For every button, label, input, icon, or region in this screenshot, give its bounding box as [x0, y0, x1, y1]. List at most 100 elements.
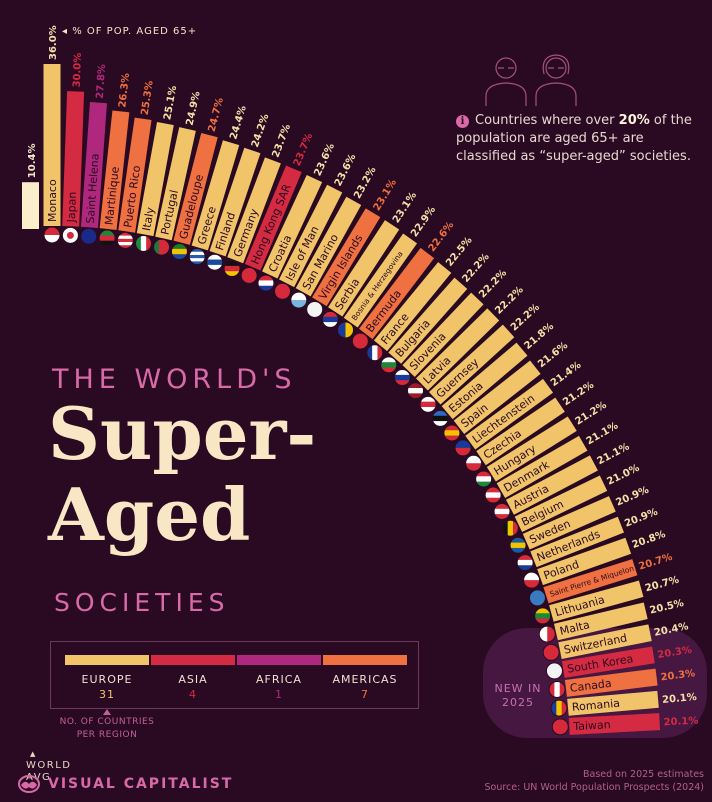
bar-value-label: 20.8% — [631, 529, 667, 551]
bar-rect — [505, 455, 598, 515]
bar-value-label: 20.7% — [644, 575, 680, 595]
brand-name: VISUAL CAPITALIST — [48, 776, 234, 792]
bar-italy: Italy 25.1% — [136, 85, 179, 237]
title-line1: THE WORLD'S — [52, 364, 297, 395]
bar-rect — [453, 360, 541, 435]
bar-rect — [553, 602, 648, 641]
bar-country-label: Canada — [569, 677, 612, 695]
elderly-couple-icon — [485, 54, 577, 106]
bar-value-label: 22.2% — [461, 252, 492, 285]
flag-estonia-icon — [431, 409, 449, 427]
bar-taiwan: Taiwan 20.1% — [568, 713, 699, 735]
flag-bermuda-icon — [351, 332, 369, 350]
bar-value-label: 21.2% — [561, 380, 596, 409]
axis-note-text: % OF POP. AGED 65+ — [72, 26, 198, 37]
bar-rect — [209, 147, 261, 257]
legend-swatch — [151, 655, 235, 665]
new-in-line1: NEW IN — [494, 682, 542, 695]
bar-rect — [568, 713, 661, 735]
new-in-2025-label: NEW IN 2025 — [488, 682, 548, 710]
up-triangle-icon: ▲ — [30, 750, 37, 758]
info-text-before: Countries where over — [475, 113, 619, 128]
flag-romania-icon — [550, 699, 568, 717]
bar-value-label: 23.1% — [391, 190, 419, 225]
bar-value-label: 22.2% — [509, 302, 542, 334]
bar-romania: Romania 20.1% — [567, 690, 697, 716]
bar-value-label: 23.6% — [333, 152, 359, 188]
footer-notes: Based on 2025 estimates Source: UN World… — [484, 768, 704, 794]
bar-value-label: 21.1% — [585, 420, 621, 447]
flag-denmark-icon — [484, 486, 502, 504]
bar-rect — [415, 308, 500, 391]
flag-portugal-icon — [153, 238, 171, 256]
flag-saint-pierre-miquelon-icon — [528, 589, 546, 607]
bar-japan: Japan 30.0% — [62, 53, 85, 227]
legend-count: 31 — [99, 688, 115, 701]
bar-country-label: Italy — [140, 206, 157, 232]
bar-rect — [99, 110, 130, 230]
bar-value-label: 20.3% — [660, 668, 696, 683]
flag-hong-kong-sar-icon — [240, 267, 258, 285]
flag-serbia-icon — [321, 310, 339, 328]
legend-count: 7 — [361, 688, 369, 701]
bar-country-label: Romania — [571, 697, 620, 714]
bar-rect — [358, 247, 435, 340]
title-line3: Aged — [48, 472, 251, 557]
flag-isle-of-man-icon — [274, 282, 292, 300]
legend-item-africa: AFRICA 1 — [237, 655, 321, 701]
bar-rect — [244, 165, 302, 271]
bar-rect — [173, 133, 218, 245]
bar-rect — [118, 117, 152, 233]
flag-finland-icon — [206, 253, 224, 271]
flag-germany-icon — [223, 260, 241, 278]
world-avg-label: ▲ WORLD AVG — [26, 748, 71, 784]
info-text-after: of the population are aged 65+ are class… — [456, 113, 692, 164]
bar-rect — [537, 537, 632, 586]
legend-count: 1 — [275, 688, 283, 701]
flag-sweden-icon — [509, 536, 527, 554]
flag-poland-icon — [523, 571, 541, 589]
flag-bulgaria-icon — [380, 356, 398, 374]
bar-rect — [295, 196, 362, 297]
bar-rect — [43, 64, 61, 226]
legend-name: AFRICA — [256, 673, 302, 686]
bar-country-label: Martinique — [103, 166, 122, 226]
bar-rect — [465, 378, 554, 450]
bar-value-label: 21.2% — [574, 400, 609, 428]
bar-rect — [496, 435, 588, 498]
bar-country-label: Japan — [65, 191, 79, 223]
bar-value-label: 25.1% — [162, 85, 179, 121]
flag-france-icon — [366, 344, 384, 362]
bar-value-label: 20.1% — [663, 716, 698, 729]
legend-pointer-icon — [103, 709, 111, 715]
flag-saint-helena-icon — [80, 227, 98, 245]
legend-name: ASIA — [178, 673, 208, 686]
flag-japan-icon — [61, 226, 79, 244]
flag-lithuania-icon — [534, 607, 552, 625]
bar-value-label: 23.7% — [271, 123, 294, 159]
bar-rect — [564, 668, 658, 697]
bar-rect — [227, 157, 281, 264]
bar-rect — [429, 324, 515, 405]
bar-value-label: 36.0% — [48, 25, 59, 60]
bar-rect — [328, 220, 400, 317]
legend-swatch — [237, 655, 321, 665]
legend-note: NO. OF COUNTRIES PER REGION — [59, 717, 155, 740]
bar-rect — [476, 397, 565, 466]
axis-note: ◂ % OF POP. AGED 65+ — [62, 26, 198, 37]
bar-rect — [402, 292, 484, 377]
legend-name: AMERICAS — [332, 673, 398, 686]
bar-value-label: 21.0% — [605, 463, 641, 488]
bar-rect — [549, 580, 644, 622]
flag-croatia-icon — [257, 274, 275, 292]
flag-switzerland-icon — [542, 643, 560, 661]
legend-swatch — [65, 655, 149, 665]
bar-value-label: 24.7% — [207, 97, 226, 133]
bar-value-label: 24.9% — [185, 90, 203, 126]
bar-value-label: 21.8% — [522, 321, 556, 352]
world-average-bar — [22, 182, 39, 229]
bar-rect — [514, 475, 608, 532]
flag-bosnia-herzegovina-icon — [337, 321, 355, 339]
bar-value-label: 20.9% — [623, 507, 659, 530]
